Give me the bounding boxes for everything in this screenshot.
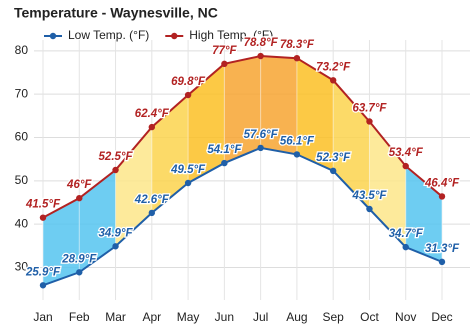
data-point <box>438 258 446 266</box>
data-point <box>329 77 337 84</box>
legend: Low Temp. (°F) High Temp. (°F) <box>44 28 273 42</box>
value-label: 69.8°F <box>171 76 206 88</box>
x-tick-label: Feb <box>69 310 90 324</box>
data-point <box>184 179 192 187</box>
data-point <box>221 60 228 68</box>
data-point <box>257 144 264 152</box>
value-label: 34.9°F <box>99 227 134 239</box>
data-point <box>184 91 192 99</box>
x-tick-label: May <box>177 310 200 324</box>
range-fill <box>296 58 334 171</box>
value-label: 31.3°F <box>425 243 460 255</box>
y-tick-label: 80 <box>15 43 29 57</box>
data-point <box>112 166 119 174</box>
series-line <box>42 146 443 287</box>
data-point <box>366 118 373 125</box>
data-point <box>76 194 83 202</box>
value-label: 46.4°F <box>424 177 460 189</box>
data-point <box>438 193 446 200</box>
x-tick-label: Aug <box>286 310 307 324</box>
data-point <box>39 214 47 221</box>
range-fill <box>43 198 80 286</box>
data-point <box>257 52 264 60</box>
value-label: 42.6°F <box>134 194 170 206</box>
data-point <box>329 167 337 175</box>
value-label: 43.5°F <box>351 190 387 202</box>
value-label: 54.1°F <box>207 144 242 156</box>
x-tick-label: Nov <box>395 310 416 324</box>
value-label: 73.2°F <box>316 61 351 73</box>
value-label: 52.5°F <box>99 151 134 163</box>
value-label: 49.5°F <box>170 164 206 176</box>
x-tick-label: Jun <box>215 310 234 324</box>
range-fill <box>79 170 116 273</box>
x-tick-label: Jan <box>33 310 52 324</box>
range-fill <box>188 63 225 184</box>
data-point <box>112 243 119 250</box>
range-fill <box>224 56 261 164</box>
range-fill <box>115 127 152 247</box>
data-point <box>402 162 409 170</box>
x-tick-label: Oct <box>360 310 379 324</box>
x-tick-label: Apr <box>142 310 161 324</box>
value-label: 62.4°F <box>135 108 170 120</box>
data-point <box>76 269 83 276</box>
value-label: 53.4°F <box>389 147 424 159</box>
value-label: 78.3°F <box>280 39 315 51</box>
data-point <box>148 123 156 131</box>
chart-title: Temperature - Waynesville, NC <box>14 5 218 21</box>
data-point <box>39 282 47 289</box>
value-label: 25.9°F <box>25 266 61 278</box>
data-point <box>148 209 156 217</box>
x-tick-label: Dec <box>431 310 452 324</box>
value-label: 63.7°F <box>352 102 387 114</box>
legend-marker <box>171 32 178 40</box>
y-tick-label: 30 <box>15 260 29 274</box>
value-label: 56.1°F <box>280 135 315 147</box>
value-label: 34.7°F <box>389 228 424 240</box>
data-point <box>293 55 301 62</box>
x-tick-label: Mar <box>105 310 126 324</box>
y-tick-label: 70 <box>15 86 29 100</box>
y-tick-label: 60 <box>15 130 29 144</box>
series-line <box>42 55 443 219</box>
value-label: 78.8°F <box>244 37 279 49</box>
range-fill <box>260 56 297 155</box>
value-label: 28.9°F <box>61 253 97 265</box>
value-label: 41.5°F <box>25 199 61 211</box>
data-point <box>366 205 373 213</box>
value-label: 57.6°F <box>244 129 279 141</box>
x-tick-label: Sep <box>323 310 345 324</box>
legend-label: High Temp. (°F) <box>189 28 273 42</box>
value-label: 77°F <box>212 45 237 57</box>
value-label: 46°F <box>66 179 92 191</box>
legend-label: Low Temp. (°F) <box>68 28 149 42</box>
data-point <box>402 243 409 251</box>
y-tick-label: 50 <box>15 173 29 187</box>
range-fill <box>151 95 189 213</box>
y-tick-label: 40 <box>15 216 29 230</box>
data-point <box>293 151 301 158</box>
value-label: 52.3°F <box>316 152 351 164</box>
data-point <box>221 159 228 167</box>
range-fill <box>369 121 406 248</box>
x-tick-label: Jul <box>253 310 268 324</box>
legend-marker <box>49 32 57 40</box>
